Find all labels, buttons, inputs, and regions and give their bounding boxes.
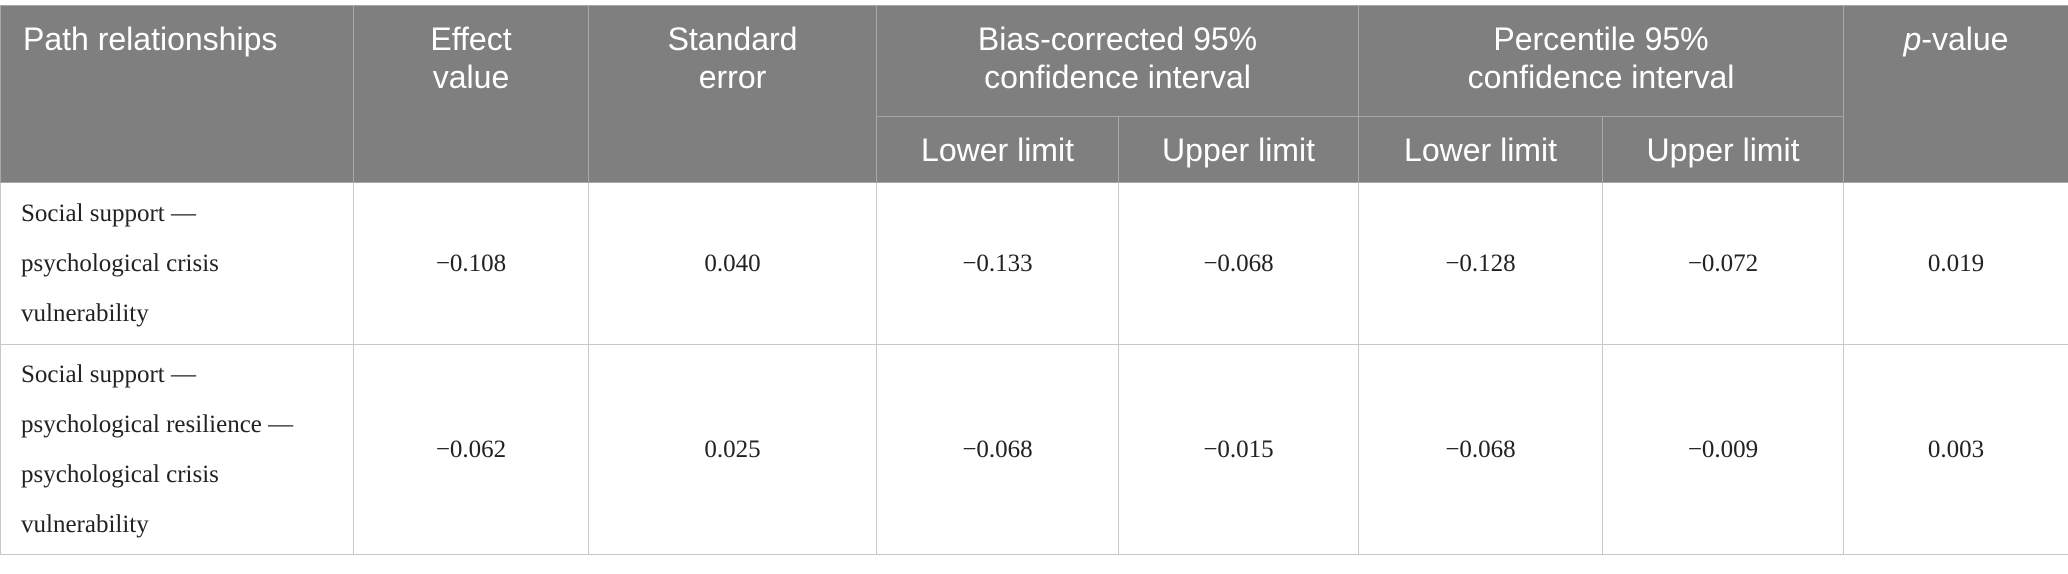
header-cell: Lower limit [1358, 116, 1603, 183]
value-cell: −0.015 [1118, 344, 1359, 555]
value-cell: −0.072 [1602, 182, 1844, 345]
header-cell: Percentile 95% confidence interval [1358, 5, 1844, 117]
header-text: Effect value [430, 21, 512, 95]
header-cell: Standard error [588, 5, 877, 183]
page: Path relationships Effect value Standard… [0, 5, 2068, 574]
value-cell: −0.133 [876, 182, 1119, 345]
header-text: -value [1921, 21, 2009, 57]
value-cell: 0.019 [1843, 182, 2068, 345]
value-cell: −0.068 [1358, 344, 1603, 555]
header-cell: Effect value [353, 5, 589, 183]
header-cell: Path relationships [0, 5, 354, 183]
path-cell: Social support — psychological crisis vu… [0, 182, 354, 345]
table-row: Social support — psychological crisis vu… [0, 182, 2068, 345]
value-cell: −0.068 [876, 344, 1119, 555]
header-cell: Lower limit [876, 116, 1119, 183]
value-cell: 0.003 [1843, 344, 2068, 555]
value-cell: −0.128 [1358, 182, 1603, 345]
header-text: Standard error [667, 21, 798, 95]
table-row: Social support — psychological resilienc… [0, 344, 2068, 555]
header-cell: Upper limit [1118, 116, 1359, 183]
header-cell: Bias-corrected 95% confidence interval [876, 5, 1359, 117]
value-cell: −0.108 [353, 182, 589, 345]
header-text: Percentile 95% confidence interval [1467, 21, 1735, 95]
header-cell: Upper limit [1602, 116, 1844, 183]
header-text: Bias-corrected 95% confidence interval [977, 21, 1258, 95]
value-cell: −0.062 [353, 344, 589, 555]
value-cell: −0.009 [1602, 344, 1844, 555]
value-cell: 0.040 [588, 182, 877, 345]
value-cell: 0.025 [588, 344, 877, 555]
header-text: p [1903, 21, 1922, 57]
table-body: Social support — psychological crisis vu… [0, 182, 2068, 555]
header-cell: p-value [1843, 5, 2068, 183]
results-table: Path relationships Effect value Standard… [0, 5, 2068, 555]
value-cell: −0.068 [1118, 182, 1359, 345]
path-cell: Social support — psychological resilienc… [0, 344, 354, 555]
